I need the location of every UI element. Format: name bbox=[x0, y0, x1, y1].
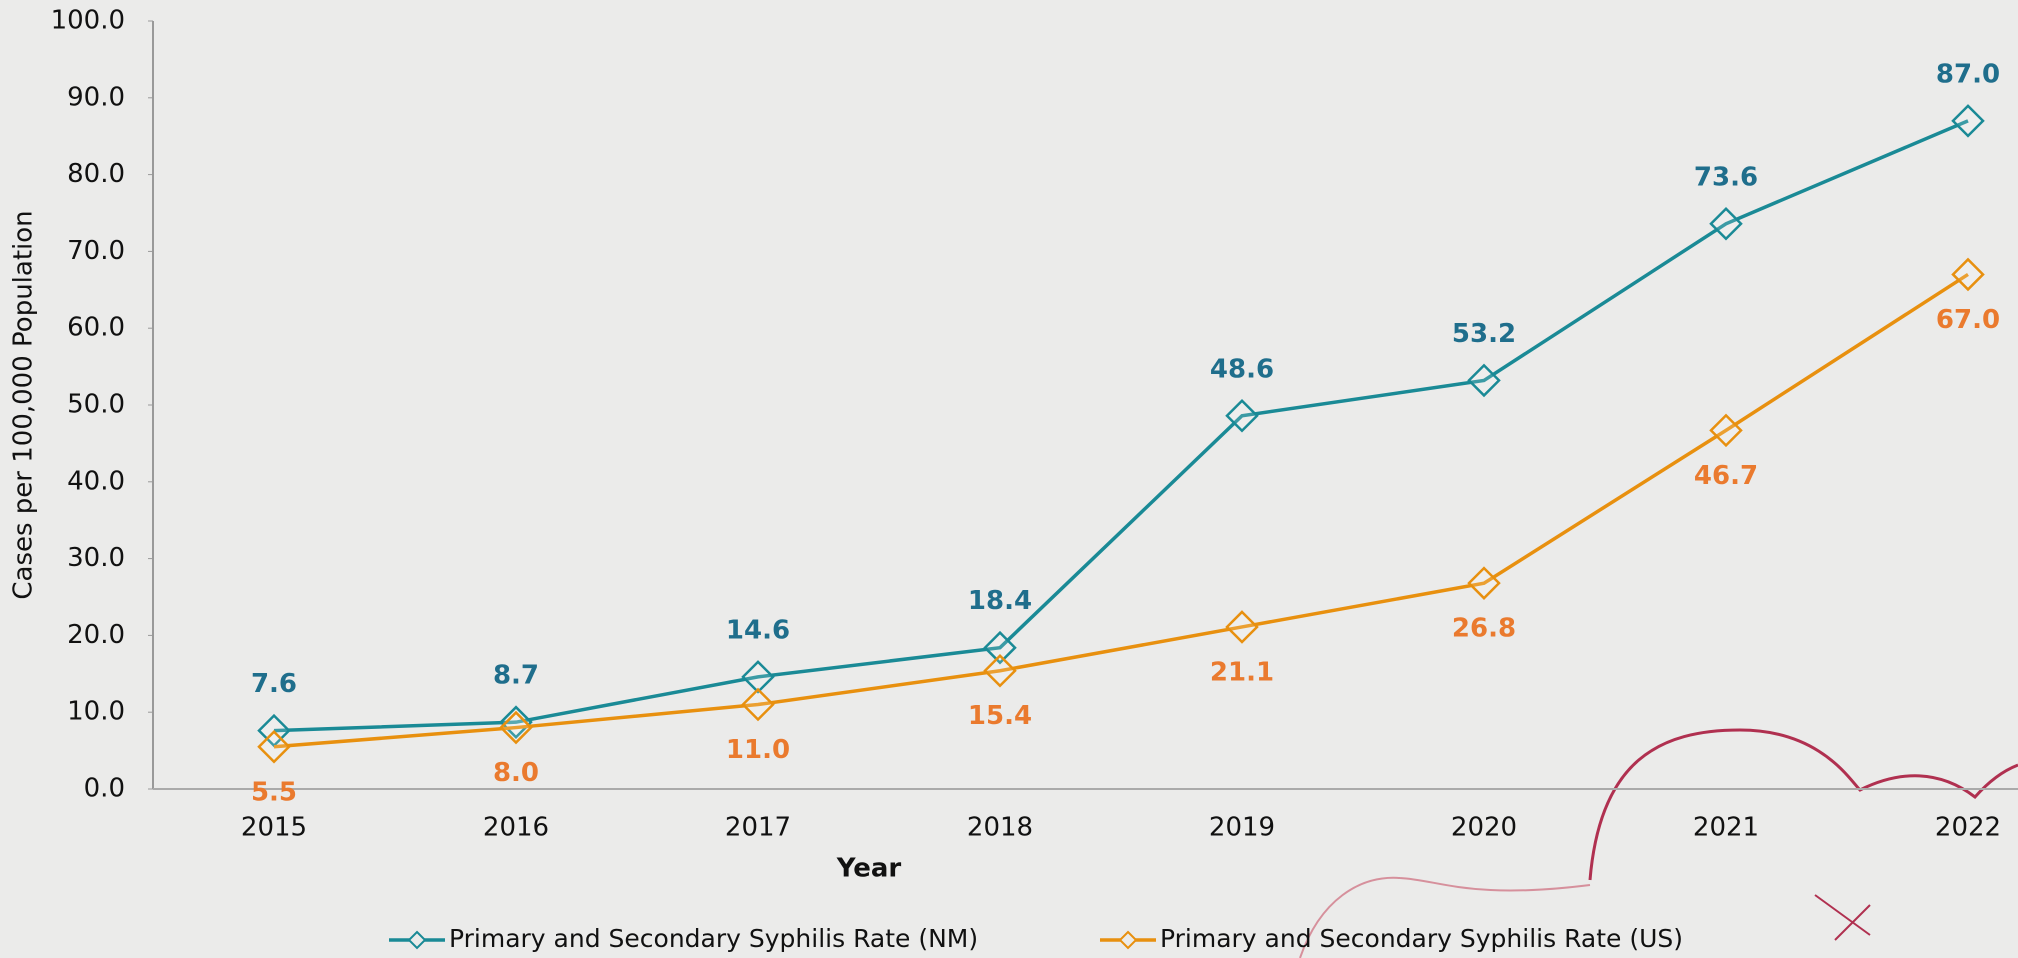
value-label: 67.0 bbox=[1936, 305, 2000, 335]
marker bbox=[1225, 610, 1259, 644]
y-tick-label: 20.0 bbox=[67, 620, 125, 650]
value-label: 15.4 bbox=[968, 701, 1032, 731]
marker bbox=[741, 687, 775, 722]
marker bbox=[1709, 413, 1743, 448]
x-tick-label: 2016 bbox=[483, 813, 549, 843]
y-tick-label: 0.0 bbox=[84, 774, 125, 804]
value-label: 11.0 bbox=[726, 735, 790, 765]
x-tick-label: 2017 bbox=[725, 813, 791, 843]
y-tick-label: 90.0 bbox=[67, 82, 125, 112]
marker bbox=[983, 630, 1017, 665]
marker bbox=[1467, 363, 1501, 398]
x-tick-label: 2015 bbox=[241, 813, 307, 843]
y-tick-label: 60.0 bbox=[67, 313, 125, 343]
value-label: 8.0 bbox=[493, 758, 539, 788]
marker bbox=[1709, 206, 1743, 241]
value-label: 21.1 bbox=[1210, 657, 1274, 687]
y-tick-label: 100.0 bbox=[51, 6, 125, 36]
marker bbox=[1467, 566, 1501, 600]
value-label: 53.2 bbox=[1452, 319, 1516, 349]
y-tick-label: 30.0 bbox=[67, 543, 125, 573]
value-label: 5.5 bbox=[251, 777, 297, 807]
marker bbox=[1225, 398, 1259, 433]
marker bbox=[1951, 104, 1985, 138]
x-tick-label: 2022 bbox=[1935, 813, 2001, 843]
x-tick-label: 2021 bbox=[1693, 813, 1759, 843]
value-label: 26.8 bbox=[1452, 614, 1516, 644]
value-label: 73.6 bbox=[1694, 162, 1758, 192]
legend-marker bbox=[1118, 930, 1138, 950]
y-tick-label: 70.0 bbox=[67, 236, 125, 266]
marker bbox=[257, 729, 291, 764]
y-tick-label: 10.0 bbox=[67, 697, 125, 727]
legend-marker bbox=[407, 930, 427, 950]
y-axis-title: Cases per 100,000 Population bbox=[9, 210, 39, 599]
value-label: 14.6 bbox=[726, 615, 790, 645]
x-axis-title: Year bbox=[836, 854, 902, 884]
marker bbox=[1951, 257, 1985, 292]
value-label: 8.7 bbox=[493, 661, 539, 691]
series-line bbox=[273, 272, 1969, 749]
value-label: 48.6 bbox=[1210, 354, 1274, 384]
value-label: 7.6 bbox=[251, 669, 297, 699]
legend-label: Primary and Secondary Syphilis Rate (NM) bbox=[449, 924, 978, 953]
marker bbox=[983, 653, 1017, 688]
series-line bbox=[273, 119, 1969, 733]
marker bbox=[499, 710, 533, 745]
y-tick-label: 50.0 bbox=[67, 390, 125, 420]
y-tick-label: 40.0 bbox=[67, 466, 125, 496]
value-label: 18.4 bbox=[968, 586, 1032, 616]
decoration bbox=[1299, 728, 2018, 958]
marker bbox=[741, 660, 775, 694]
x-tick-label: 2019 bbox=[1209, 813, 1275, 843]
x-tick-label: 2020 bbox=[1451, 813, 1517, 843]
value-label: 46.7 bbox=[1694, 461, 1758, 491]
x-tick-label: 2018 bbox=[967, 813, 1033, 843]
legend-label: Primary and Secondary Syphilis Rate (US) bbox=[1160, 924, 1683, 953]
y-tick-label: 80.0 bbox=[67, 159, 125, 189]
value-label: 87.0 bbox=[1936, 59, 2000, 89]
